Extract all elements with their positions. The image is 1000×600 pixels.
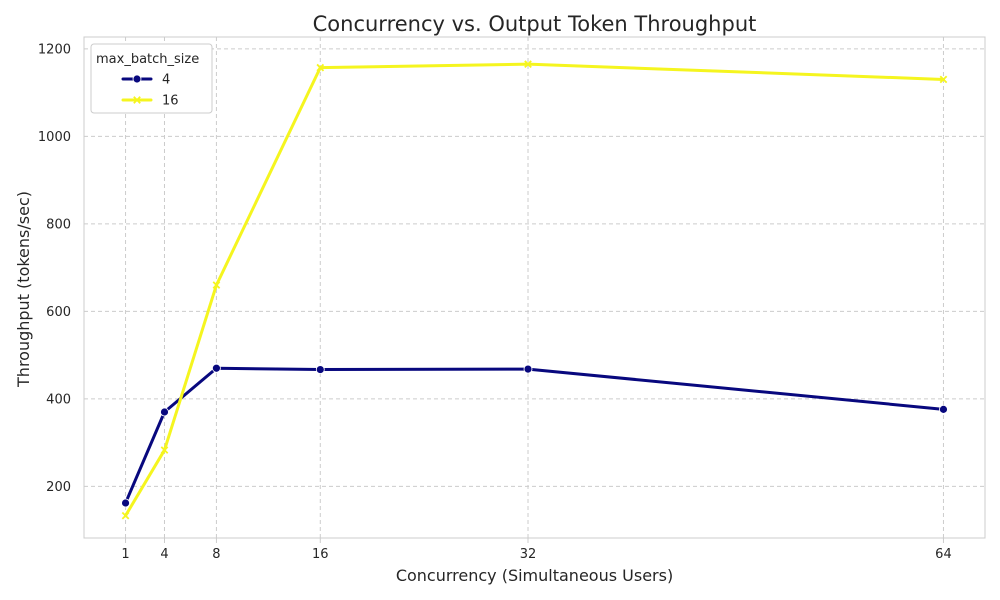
y-tick-label: 800 [46,217,71,232]
x-tick-label: 1 [121,547,129,562]
data-point-stroke [524,60,532,68]
data-point-stroke [160,446,169,454]
data-point [524,60,532,68]
x-axis-label: Concurrency (Simultaneous Users) [396,566,673,585]
y-axis-label: Throughput (tokens/sec) [14,191,33,388]
x-tick-label: 4 [160,547,168,562]
y-tick-labels: 200 400 600 800 1000 1200 [38,42,71,495]
legend-entry: 4 [121,73,170,88]
legend-label: 4 [162,73,170,88]
legend-marker [132,74,142,84]
data-point [160,407,169,417]
data-point [523,364,533,374]
x-tick-label: 8 [212,547,220,562]
data-point-stroke [939,75,948,84]
legend-marker-stroke [133,96,141,104]
x-tick-label: 64 [935,547,952,562]
data-point [939,404,948,414]
series-line [124,366,945,505]
legend-entries: 416 [121,73,179,109]
chart-title: Concurrency vs. Output Token Throughput [313,12,757,36]
data-point [316,63,325,72]
legend-entry: 16 [121,94,179,109]
series-16 [121,60,948,520]
series-layer [121,60,948,520]
x-tick-label: 32 [520,547,537,562]
legend-title: max_batch_size [96,52,199,67]
x-tick-labels: 1 4 8 16 32 64 [121,538,952,562]
data-point [939,75,948,84]
series-line [124,62,945,518]
plot-area-frame [83,36,986,539]
y-tick-label: 400 [46,392,71,407]
legend-marker [133,96,141,104]
data-point-stroke [121,511,130,520]
data-point [212,281,221,289]
data-point [160,446,169,454]
legend: max_batch_size 416 [90,43,213,114]
series-4 [121,363,948,508]
y-tick-label: 200 [46,480,71,495]
data-point [315,365,325,374]
y-tick-label: 1200 [38,42,71,57]
y-tick-label: 1000 [38,130,71,145]
grid-lines [84,37,985,538]
data-point [121,511,130,520]
data-point [121,498,130,508]
data-point-stroke [316,63,325,72]
data-point-stroke [212,281,221,289]
y-tick-label: 600 [46,305,71,320]
data-point [212,363,221,373]
legend-label: 16 [162,94,179,109]
x-tick-label: 16 [312,547,329,562]
